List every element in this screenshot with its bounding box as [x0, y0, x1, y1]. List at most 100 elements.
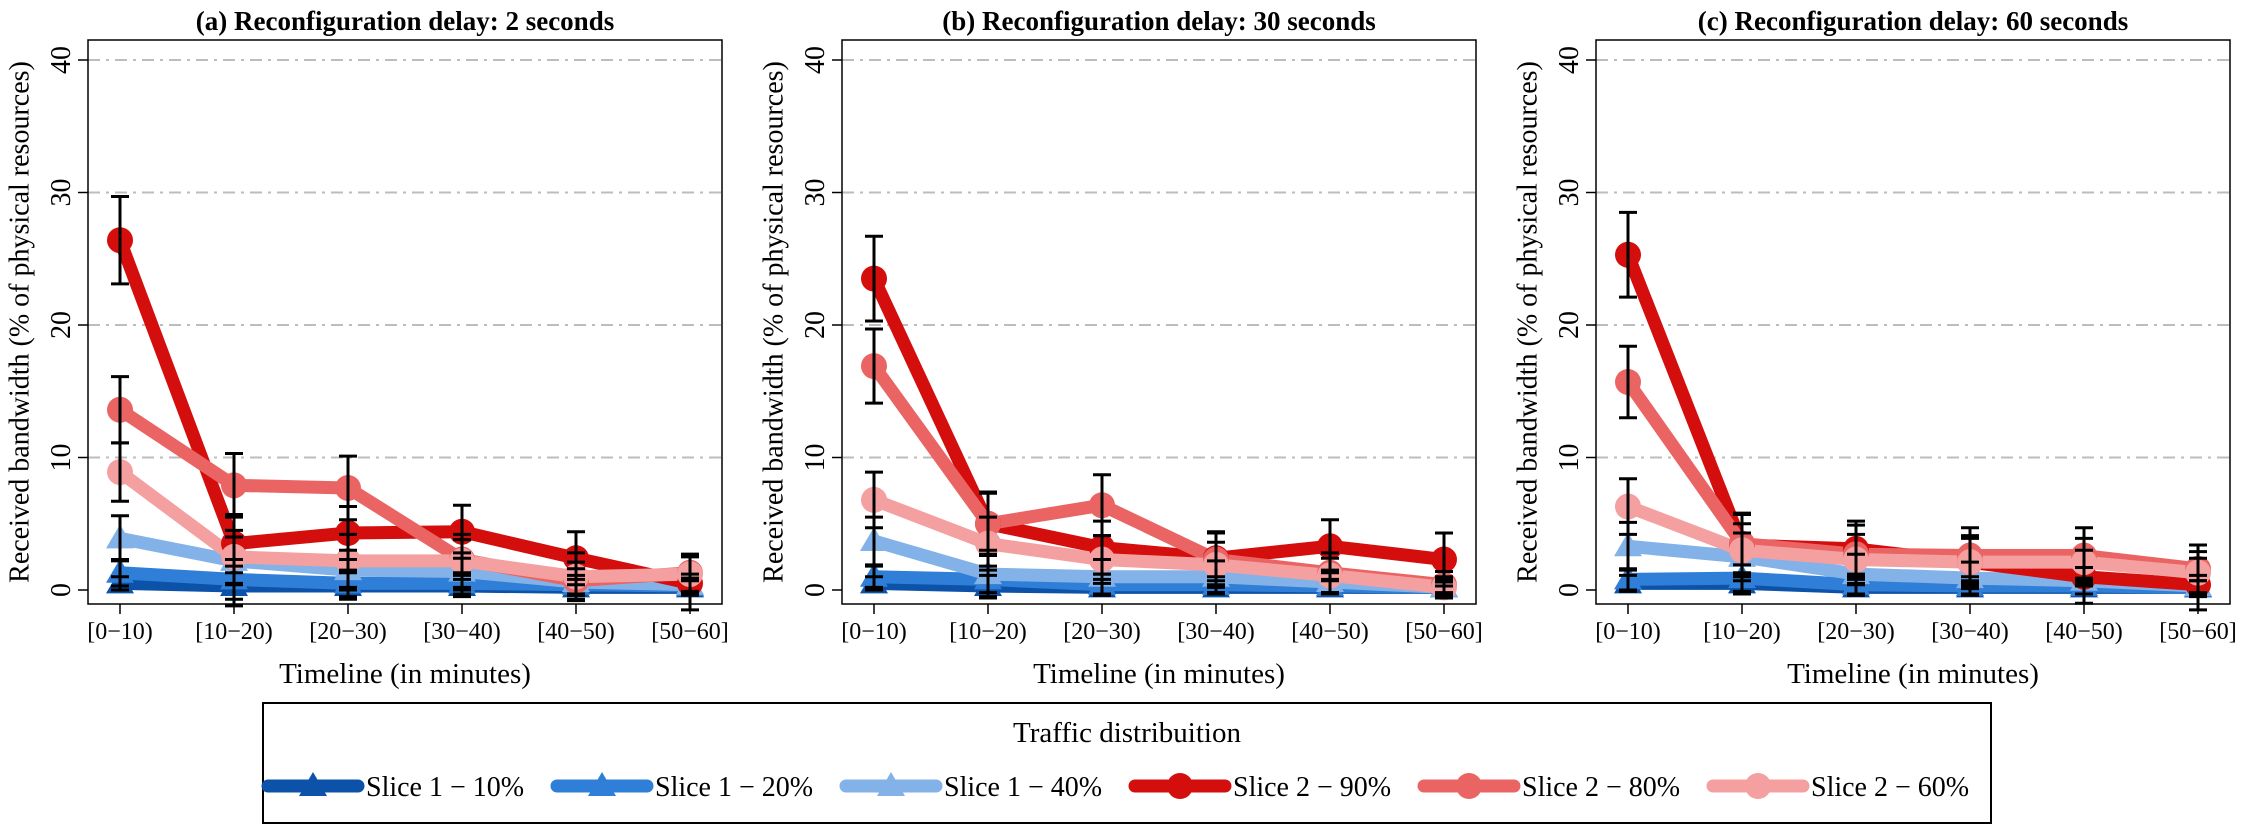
y-tick-label: 20 — [46, 311, 77, 339]
plot-frame — [87, 39, 723, 605]
x-tick-label: [0−10) — [1595, 619, 1661, 645]
y-tick-label: 10 — [800, 444, 831, 472]
error-bar — [453, 532, 471, 589]
series-line — [113, 233, 697, 590]
series-line — [867, 272, 1451, 567]
error-bar — [111, 194, 129, 286]
error-bar — [225, 452, 243, 519]
x-tick-label: [10−20) — [949, 619, 1027, 645]
x-axis-label: Timeline (in minutes) — [279, 658, 531, 690]
error-bar — [1435, 575, 1453, 600]
panel-3: (c) Reconfiguration delay: 60 seconds 0 10… — [1512, 6, 2236, 690]
x-tick-label: [50−60] — [1405, 619, 1483, 645]
error-bar — [567, 551, 585, 603]
error-bar — [2189, 550, 2207, 596]
series-line — [867, 493, 1451, 594]
panel-1: (a) Reconfiguration delay: 2 seconds 0 10 2… — [4, 6, 728, 690]
error-bar — [1847, 532, 1865, 587]
x-tick-label: [20−30) — [1063, 619, 1141, 645]
y-tick-label: 30 — [46, 179, 77, 207]
x-tick-label: [10−20) — [1703, 619, 1781, 645]
x-tick-label: [30−40) — [423, 619, 501, 645]
legend-title: Traffic distribuition — [1013, 717, 1241, 749]
error-bar — [979, 515, 997, 572]
x-axis-label: Timeline (in minutes) — [1033, 658, 1285, 690]
x-tick-label: [50−60] — [2159, 619, 2237, 645]
legend-label: Slice 1 − 10% — [366, 772, 524, 803]
y-tick-label: 0 — [800, 583, 831, 597]
error-bar — [111, 441, 129, 503]
error-bar — [1733, 522, 1751, 579]
x-tick-label: [0−10) — [841, 619, 907, 645]
error-bar — [225, 528, 243, 585]
plot-frame — [841, 39, 1477, 605]
series-line — [1621, 500, 2205, 580]
error-bar — [1619, 210, 1637, 299]
y-tick-label: 0 — [46, 583, 77, 597]
legend-label: Slice 1 − 20% — [655, 772, 813, 803]
legend-marker — [877, 772, 905, 796]
y-axis-label: Received bandwidth (% of physical resour… — [1512, 61, 1543, 583]
x-tick-label: [30−40) — [1177, 619, 1255, 645]
series-line — [113, 465, 697, 584]
error-bar — [111, 514, 129, 563]
panel-title: (c) Reconfiguration delay: 60 seconds — [1698, 6, 2128, 36]
legend-marker — [299, 772, 327, 796]
legend-marker — [1745, 773, 1771, 799]
error-bar — [865, 234, 883, 323]
error-bar — [1321, 556, 1339, 595]
y-tick-label: 40 — [800, 46, 831, 74]
y-tick-label: 20 — [800, 311, 831, 339]
legend-marker — [1167, 773, 1193, 799]
x-tick-label: [20−30) — [309, 619, 387, 645]
plot-frame — [1595, 39, 2231, 605]
legend-item: Slice 1 − 20% — [550, 772, 813, 803]
y-tick-label: 20 — [1554, 311, 1585, 339]
legend-label: Slice 2 − 60% — [1811, 772, 1969, 803]
legend-box — [262, 702, 1992, 824]
legend-item: Slice 1 − 40% — [839, 772, 1102, 803]
legend-item: Slice 2 − 80% — [1417, 772, 1680, 803]
y-tick-label: 40 — [1554, 46, 1585, 74]
legend-label: Slice 1 − 40% — [944, 772, 1102, 803]
error-bar — [1207, 540, 1225, 589]
panel-title: (a) Reconfiguration delay: 2 seconds — [196, 6, 614, 36]
x-tick-label: [10−20) — [195, 619, 273, 645]
legend-item: Slice 2 − 60% — [1706, 772, 1969, 803]
error-bar — [2075, 536, 2093, 588]
error-bar — [681, 552, 699, 596]
x-tick-label: [40−50) — [2045, 619, 2123, 645]
y-tick-label: 0 — [1554, 583, 1585, 597]
y-axis-label: Received bandwidth (% of physical resour… — [758, 61, 789, 583]
error-bar — [865, 327, 883, 405]
legend-item: Slice 2 − 90% — [1128, 772, 1391, 803]
error-bar — [1619, 477, 1637, 536]
legend: Traffic distribuition Slice 1 − 10% Slice … — [261, 702, 1992, 824]
panel-2: (b) Reconfiguration delay: 30 seconds 0 10… — [758, 6, 1482, 690]
error-bar — [1093, 534, 1111, 585]
x-axis-label: Timeline (in minutes) — [1787, 658, 2039, 690]
legend-label: Slice 2 − 80% — [1522, 772, 1680, 803]
legend-label: Slice 2 − 90% — [1233, 772, 1391, 803]
error-bar — [865, 470, 883, 530]
y-axis-label: Received bandwidth (% of physical resour… — [4, 61, 35, 583]
y-tick-label: 30 — [1554, 179, 1585, 207]
legend-item: Slice 1 − 10% — [261, 772, 524, 803]
x-tick-label: [50−60] — [651, 619, 729, 645]
x-tick-label: [20−30) — [1817, 619, 1895, 645]
y-tick-label: 30 — [800, 179, 831, 207]
error-bar — [339, 454, 357, 522]
y-tick-label: 10 — [46, 444, 77, 472]
y-tick-label: 10 — [1554, 444, 1585, 472]
error-bar — [1961, 536, 1979, 588]
error-bar — [1619, 344, 1637, 420]
error-bar — [339, 532, 357, 589]
legend-marker — [1456, 773, 1482, 799]
x-tick-label: [0−10) — [87, 619, 153, 645]
y-tick-label: 40 — [46, 46, 77, 74]
legend-marker — [588, 772, 616, 796]
x-tick-label: [30−40) — [1931, 619, 2009, 645]
x-tick-label: [40−50) — [537, 619, 615, 645]
x-tick-label: [40−50) — [1291, 619, 1369, 645]
